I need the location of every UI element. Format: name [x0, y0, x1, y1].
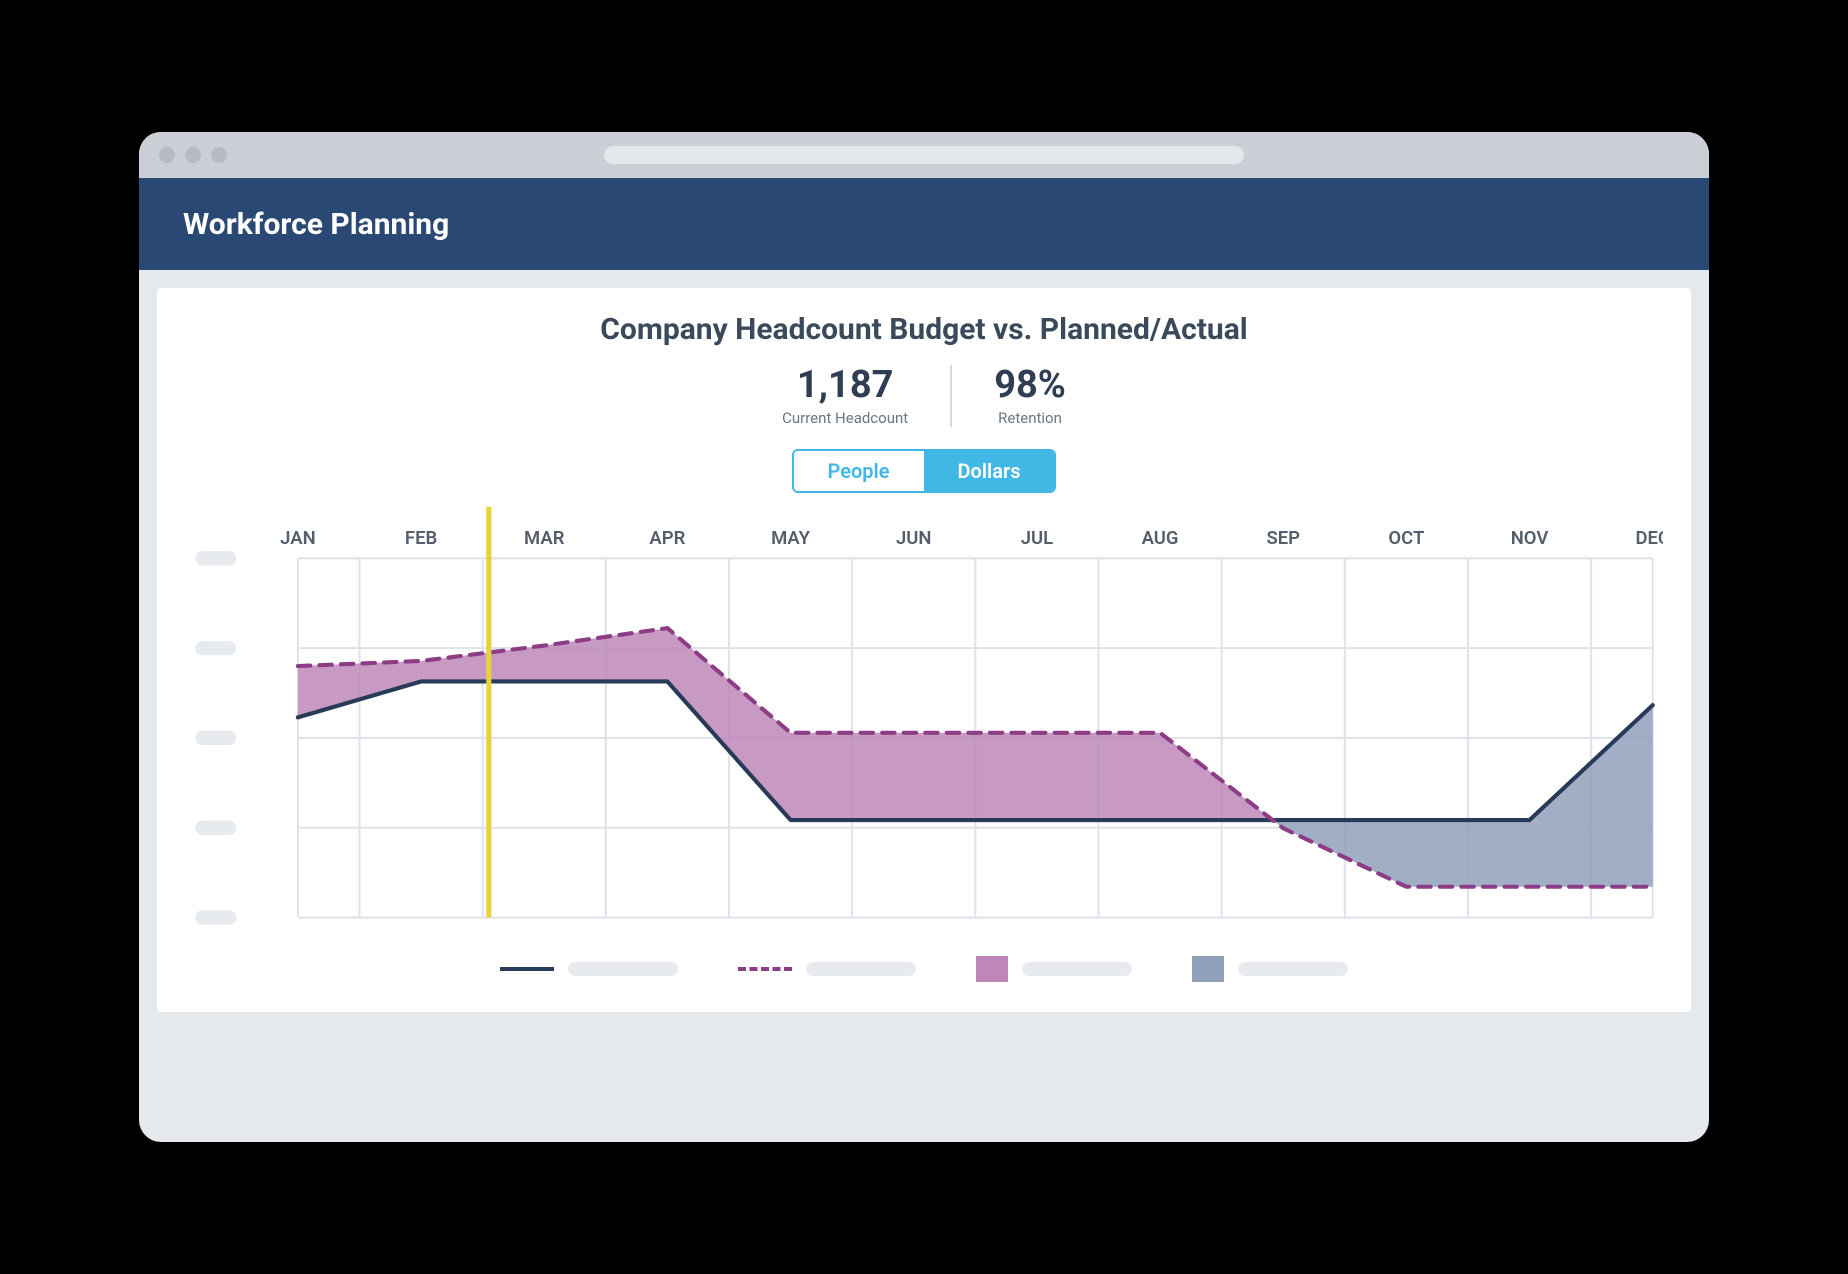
- svg-text:FEB: FEB: [405, 527, 437, 549]
- kpi-value: 98%: [994, 365, 1066, 407]
- svg-text:JAN: JAN: [280, 527, 316, 549]
- toggle-group: PeopleDollars: [792, 449, 1057, 493]
- headcount-chart: JAN FEB MAR APR MAY JUN JUL AUG SEP OCT NOV DEC Actu…: [185, 507, 1663, 938]
- unit-toggle: PeopleDollars: [185, 449, 1663, 493]
- toggle-dollars[interactable]: Dollars: [924, 451, 1055, 491]
- svg-text:APR: APR: [649, 527, 685, 549]
- window-controls[interactable]: [159, 147, 227, 163]
- svg-text:MAY: MAY: [771, 527, 811, 549]
- close-icon[interactable]: [159, 147, 175, 163]
- minimize-icon[interactable]: [185, 147, 201, 163]
- svg-text:Planned: Planned: [509, 507, 592, 509]
- legend-blue-area: [1192, 956, 1348, 982]
- legend-label-placeholder: [806, 962, 916, 976]
- legend-label-placeholder: [1238, 962, 1348, 976]
- address-bar[interactable]: [604, 146, 1244, 164]
- kpi-label: Retention: [994, 409, 1066, 427]
- legend-solid-line: [500, 962, 678, 976]
- svg-text:DEC: DEC: [1635, 527, 1663, 549]
- kpi-headcount: 1,187 Current Headcount: [740, 365, 952, 427]
- page-title: Workforce Planning: [183, 207, 449, 242]
- kpi-label: Current Headcount: [782, 409, 908, 427]
- content-area: Company Headcount Budget vs. Planned/Act…: [139, 270, 1709, 1030]
- kpi-retention: 98% Retention: [952, 365, 1108, 427]
- kpi-value: 1,187: [782, 365, 908, 407]
- svg-text:JUL: JUL: [1021, 527, 1053, 549]
- toggle-people[interactable]: People: [794, 451, 924, 491]
- window-titlebar: [139, 132, 1709, 178]
- chart-legend: [185, 956, 1663, 982]
- svg-text:MAR: MAR: [524, 527, 565, 549]
- svg-text:JUN: JUN: [896, 527, 932, 549]
- chart-svg: JAN FEB MAR APR MAY JUN JUL AUG SEP OCT NOV DEC Actu…: [185, 507, 1663, 938]
- legend-label-placeholder: [568, 962, 678, 976]
- legend-label-placeholder: [1022, 962, 1132, 976]
- legend-dashed-line: [738, 962, 916, 976]
- svg-text:OCT: OCT: [1388, 527, 1424, 549]
- svg-text:SEP: SEP: [1266, 527, 1300, 549]
- svg-text:AUG: AUG: [1142, 527, 1179, 549]
- app-header: Workforce Planning: [139, 178, 1709, 270]
- legend-purple-area: [976, 956, 1132, 982]
- chart-title: Company Headcount Budget vs. Planned/Act…: [185, 312, 1663, 347]
- svg-text:NOV: NOV: [1511, 527, 1549, 549]
- maximize-icon[interactable]: [211, 147, 227, 163]
- kpi-row: 1,187 Current Headcount 98% Retention: [185, 365, 1663, 427]
- browser-window: Workforce Planning Company Headcount Bud…: [139, 132, 1709, 1142]
- headcount-panel: Company Headcount Budget vs. Planned/Act…: [157, 288, 1691, 1012]
- svg-text:Actual: Actual: [387, 507, 452, 509]
